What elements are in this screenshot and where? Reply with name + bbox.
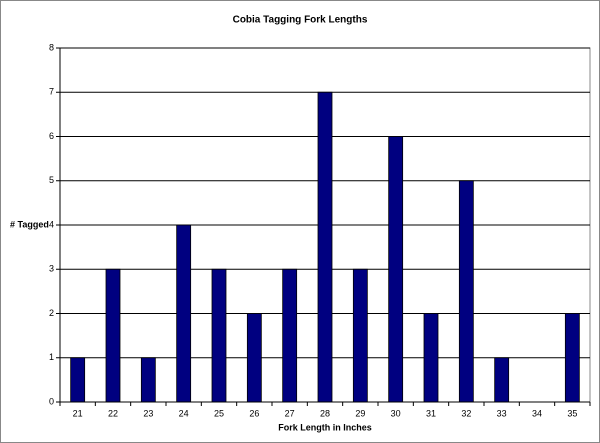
y-tick-label: 5 (49, 175, 54, 185)
bar (176, 224, 192, 403)
bar (423, 313, 439, 403)
bar (494, 357, 510, 403)
bar (211, 268, 227, 403)
y-tick-label: 4 (49, 219, 54, 229)
x-tick-label: 32 (461, 408, 471, 418)
bar (352, 268, 368, 403)
x-tick-label: 21 (73, 408, 83, 418)
x-tick-label: 30 (391, 408, 401, 418)
x-tick-label: 26 (249, 408, 259, 418)
bar (564, 313, 580, 403)
x-tick-label: 31 (426, 408, 436, 418)
x-tick-label: 23 (143, 408, 153, 418)
y-tick-label: 3 (49, 264, 54, 274)
y-tick-label: 6 (49, 131, 54, 141)
x-tick-label: 34 (532, 408, 542, 418)
bar (282, 268, 298, 403)
y-tick-label: 8 (49, 42, 54, 52)
x-tick-label: 25 (214, 408, 224, 418)
x-tick-label: 35 (567, 408, 577, 418)
x-tick-label: 33 (497, 408, 507, 418)
bar (458, 180, 474, 403)
y-axis-title: # Tagged (10, 219, 49, 229)
chart-title: Cobia Tagging Fork Lengths (233, 15, 368, 26)
x-tick-label: 29 (355, 408, 365, 418)
bar (317, 91, 333, 403)
bar (388, 136, 404, 403)
x-tick-label: 24 (179, 408, 189, 418)
y-tick-label: 7 (49, 87, 54, 97)
x-tick-label: 22 (108, 408, 118, 418)
bar (70, 357, 86, 403)
bar (246, 313, 262, 403)
y-tick-label: 2 (49, 308, 54, 318)
x-tick-label: 27 (285, 408, 295, 418)
y-tick-label: 0 (49, 396, 54, 406)
bar (140, 357, 156, 403)
x-tick-label: 28 (320, 408, 330, 418)
bar (105, 268, 121, 403)
y-tick-label: 1 (49, 352, 54, 362)
x-axis-title: Fork Length in Inches (278, 422, 372, 432)
